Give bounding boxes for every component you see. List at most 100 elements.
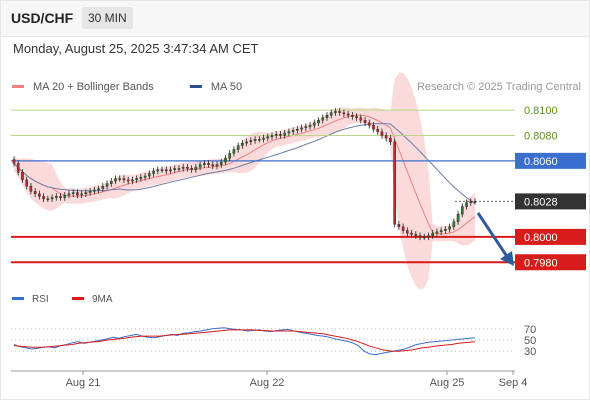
candle-body [334,111,337,113]
candle-body [219,161,223,165]
candle-body [431,232,435,236]
chart-datetime: Monday, August 25, 2025 3:47:34 AM CET [13,41,259,56]
candle-body [63,194,67,198]
symbol-label: USD/CHF [11,10,74,26]
candle-body [422,236,426,239]
candle-body [351,115,354,117]
candle-body [67,193,71,196]
chart-header: USD/CHF 30 MIN [0,0,590,37]
candle-body [312,122,316,126]
candle-body [139,177,143,179]
candle-body [126,179,130,182]
current-price-tag [515,193,586,210]
rsi-legend-swatch-1 [72,297,84,300]
level-tag-5 [515,254,586,271]
rsi-legend-swatch-0 [12,297,24,300]
candle-body [384,135,388,139]
candle-body [325,115,329,118]
candle-body [114,178,117,182]
candle-body [177,168,181,170]
timeframe-selector[interactable]: 30 MIN [82,7,133,29]
candle-body [283,132,286,136]
candle-body [135,178,138,181]
x-tick-label-1: Aug 22 [250,377,285,389]
candle-body [194,166,198,170]
candle-body [414,234,418,236]
candle-body [101,185,105,189]
legend-swatch-1 [189,85,202,88]
candle-body [304,126,308,129]
candle-body [224,158,227,163]
candle-body [473,201,477,203]
candle-body [42,196,45,200]
legend-label-0: MA 20 + Bollinger Bands [33,81,154,93]
candle-body [228,153,231,159]
candle-body [253,139,257,141]
candle-body [393,141,396,225]
level-label-1: 0.8080 [524,130,558,142]
x-tick-label-3: Sep 4 [499,377,528,389]
candle-body [401,226,405,231]
candle-body [439,230,443,233]
rsi-level-label-2: 30 [524,346,536,358]
candle-body [296,128,299,131]
level-tag-2 [515,152,586,169]
candle-body [372,125,375,130]
candle-body [211,164,215,167]
candle-body [156,169,160,172]
level-label-4: 0.8000 [524,232,558,244]
candle-body [190,168,193,170]
candle-body [76,192,79,196]
candle-body [397,224,401,227]
candle-body [46,198,50,201]
level-tag-4 [515,228,586,245]
candle-body [164,169,168,172]
x-tick-label-0: Aug 21 [66,377,101,389]
candle-body [88,191,92,193]
bollinger-band-area [14,72,475,290]
candle-body [122,178,126,181]
rsi-level-label-1: 50 [524,335,536,347]
candle-body [16,163,20,173]
candle-body [198,164,202,168]
candle-body [270,135,274,137]
candle-body [97,188,100,191]
forecast-arrow-shaft [476,212,510,259]
candle-body [380,131,384,136]
candle-body [427,235,430,238]
candle-body [232,149,236,154]
current-price-label: 0.8028 [524,196,558,208]
candle-body [300,127,303,130]
candle-body [236,145,240,150]
ma50-line [13,123,476,205]
legend-swatch-0 [12,85,24,88]
candle-body [367,122,371,126]
candle-body [359,117,363,121]
candle-body [181,166,185,169]
candle-body [363,120,367,124]
candle-body [435,231,439,234]
candle-body [452,221,456,227]
candle-body [274,134,278,136]
x-tick-label-2: Aug 25 [430,377,465,389]
candle-body [418,235,422,238]
candle-body [241,142,244,146]
candle-body [456,213,460,222]
candle-body [461,206,464,215]
candle-body [38,193,41,197]
candle-body [80,193,83,196]
candle-body [54,196,58,198]
candle-body [118,178,122,180]
forecast-arrow-head [500,251,514,266]
candle-body [321,117,325,121]
candle-body [444,229,447,231]
candle-body [173,168,177,170]
candle-body [33,191,37,195]
candle-body [71,192,75,195]
candle-body [389,137,392,143]
candle-body [266,136,270,139]
candle-body [329,112,333,116]
candle-body [152,170,155,174]
candle-body [215,164,219,167]
